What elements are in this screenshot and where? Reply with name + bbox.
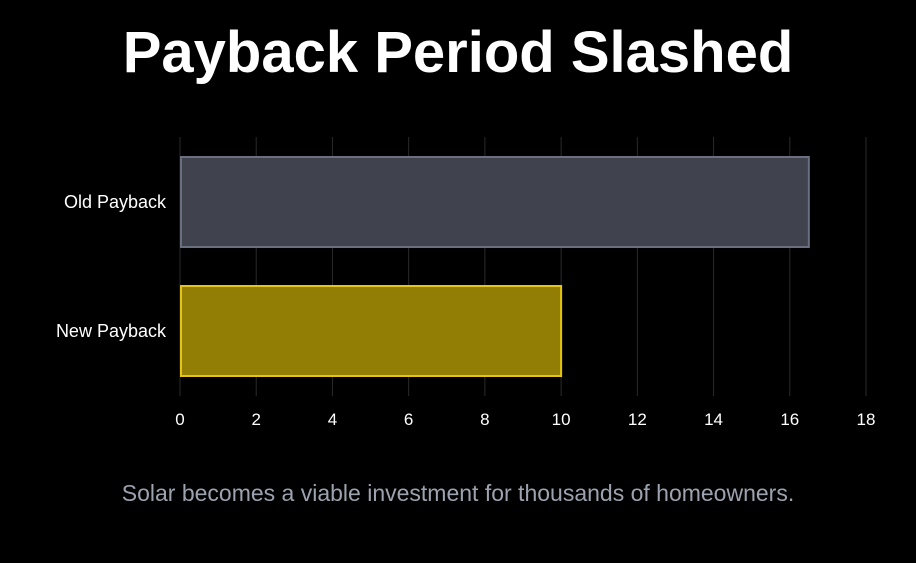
x-tick-label: 4	[328, 410, 337, 429]
x-axis-ticks: 0 2 4 6 8 10 12 14 16 18	[175, 410, 875, 429]
category-labels: Old Payback New Payback	[56, 192, 167, 341]
chart-title: Payback Period Slashed	[122, 20, 794, 85]
bar-new-payback	[180, 285, 563, 377]
x-tick-label: 12	[628, 410, 647, 429]
category-label: New Payback	[56, 321, 167, 341]
x-tick-label: 8	[480, 410, 489, 429]
x-tick-label: 2	[251, 410, 260, 429]
x-tick-label: 14	[704, 410, 723, 429]
x-tick-label: 18	[857, 410, 876, 429]
x-tick-label: 6	[404, 410, 413, 429]
x-tick-label: 0	[175, 410, 184, 429]
x-tick-label: 10	[552, 410, 571, 429]
bar-old-payback	[180, 156, 810, 248]
category-label: Old Payback	[64, 192, 167, 212]
x-tick-label: 16	[780, 410, 799, 429]
chart-subtitle: Solar becomes a viable investment for th…	[121, 480, 795, 506]
bars	[180, 156, 810, 377]
